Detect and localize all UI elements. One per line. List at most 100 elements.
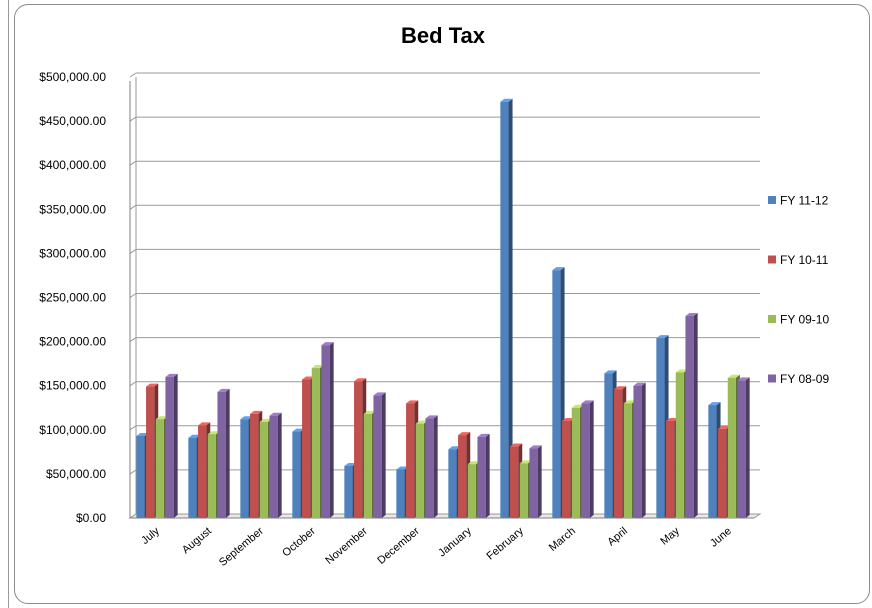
bar-front xyxy=(188,437,197,518)
bar-top xyxy=(321,342,334,346)
bar-top xyxy=(666,417,679,421)
bar-front xyxy=(477,436,486,518)
y-tick-label: $150,000.00 xyxy=(39,379,106,393)
bar-top xyxy=(240,416,253,420)
legend-swatch xyxy=(768,196,776,204)
bar-front xyxy=(614,389,623,518)
x-tick-label: February xyxy=(484,525,526,563)
bar-front xyxy=(623,403,632,518)
bar-top xyxy=(477,433,490,437)
bar-top xyxy=(269,412,282,416)
bar-front xyxy=(708,405,717,518)
bar-front xyxy=(292,431,301,518)
y-tick-label: $50,000.00 xyxy=(46,467,106,481)
bar-front xyxy=(207,434,216,518)
bar-top xyxy=(519,460,532,464)
bar-top xyxy=(448,446,461,450)
bar xyxy=(425,415,438,518)
bar-front xyxy=(727,377,736,518)
bar-top xyxy=(363,410,376,414)
x-tick-label: September xyxy=(217,525,266,569)
gridline-depth xyxy=(129,116,137,122)
bar-front xyxy=(269,415,278,518)
gridline-depth xyxy=(129,204,137,210)
x-axis-ticks: July August September October November Decemb… xyxy=(139,525,734,569)
bar-front xyxy=(675,372,684,518)
bar-front xyxy=(718,428,727,518)
y-tick-label: $250,000.00 xyxy=(39,291,106,305)
left-panel-edge xyxy=(0,0,9,608)
bar-top xyxy=(718,425,731,429)
legend-label: FY 08-09 xyxy=(780,372,829,386)
bar-front xyxy=(240,419,249,518)
bar-front xyxy=(519,463,528,518)
bar-front xyxy=(321,345,330,518)
bar-top xyxy=(708,402,721,406)
bar-top xyxy=(292,428,305,432)
bar-top xyxy=(311,365,324,369)
bar-side xyxy=(537,445,542,518)
bar xyxy=(633,382,646,518)
x-tick-label: November xyxy=(323,525,370,567)
gridline-depth xyxy=(129,248,137,254)
bar-side xyxy=(381,392,386,518)
bar-top xyxy=(146,383,159,387)
bar xyxy=(685,313,698,518)
bar-top xyxy=(675,369,688,373)
bar xyxy=(373,392,386,518)
legend-item: FY 10-11 xyxy=(768,253,829,267)
x-tick-label: June xyxy=(708,525,734,550)
bar-side xyxy=(693,313,698,518)
bar-side xyxy=(329,342,334,518)
bar-side xyxy=(485,433,490,518)
bar-front xyxy=(604,373,613,518)
legend-label: FY 11-12 xyxy=(780,194,829,208)
bar xyxy=(529,445,542,518)
bar xyxy=(217,388,230,518)
bar-front xyxy=(562,420,571,518)
gridline-depth xyxy=(129,72,137,78)
bar-top xyxy=(425,415,438,419)
bar-top xyxy=(614,386,627,390)
bar-top xyxy=(581,400,594,404)
x-tick-label: April xyxy=(605,525,630,548)
bar-front xyxy=(500,101,509,519)
bar-side xyxy=(225,388,230,518)
bar-top xyxy=(207,431,220,435)
bar-front xyxy=(656,338,665,518)
bar-front xyxy=(510,446,519,518)
bar-top xyxy=(571,404,584,408)
gridline-depth xyxy=(129,381,137,387)
gridline-depth xyxy=(129,293,137,298)
bar-top xyxy=(259,418,272,422)
bar xyxy=(165,373,178,518)
bar-front xyxy=(311,368,320,518)
y-tick-label: $400,000.00 xyxy=(39,158,106,172)
bar-front xyxy=(633,385,642,518)
legend-swatch xyxy=(768,255,776,264)
bar-front xyxy=(666,420,675,518)
bar-front xyxy=(363,413,372,518)
bar-front xyxy=(737,380,746,518)
y-tick-label: $450,000.00 xyxy=(39,114,106,128)
bar-top xyxy=(302,376,315,380)
bar-front xyxy=(250,413,259,518)
bar-top xyxy=(136,432,149,436)
bar-front xyxy=(685,316,694,518)
y-tick-label: $350,000.00 xyxy=(39,202,106,216)
x-tick-label: March xyxy=(547,525,578,554)
bar xyxy=(737,377,750,518)
legend-label: FY 10-11 xyxy=(780,253,829,267)
x-tick-label: July xyxy=(139,525,162,547)
gridline-depth xyxy=(129,337,137,343)
legend: FY 11-12 FY 10-11 FY 09-10 FY 08-09 xyxy=(768,194,829,386)
bar-front xyxy=(373,395,382,518)
legend-item: FY 09-10 xyxy=(768,313,829,327)
bar-front xyxy=(415,423,424,518)
bar-front xyxy=(259,421,268,518)
bar xyxy=(500,98,513,519)
legend-item: FY 11-12 xyxy=(768,194,829,208)
bar-front xyxy=(155,419,164,518)
bar xyxy=(321,342,334,518)
